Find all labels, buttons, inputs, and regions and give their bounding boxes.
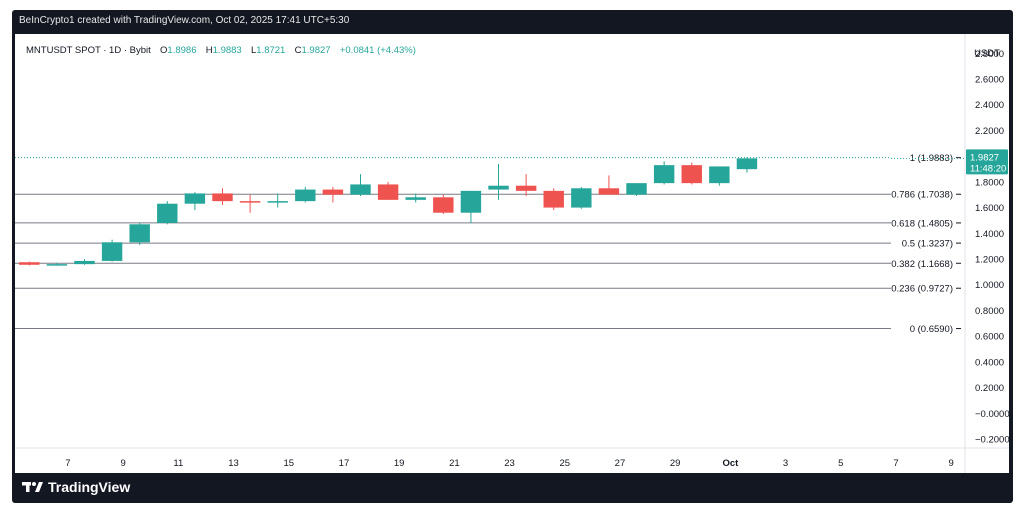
- low-label: L: [250, 45, 257, 56]
- candle-body: [212, 193, 233, 202]
- y-tick-label: −0.0000: [975, 409, 1009, 420]
- candle-body: [19, 262, 40, 265]
- y-tick-label: 2.6000: [975, 75, 1004, 86]
- y-tick-label: 0.4000: [975, 357, 1004, 368]
- close-value: 1.9827: [301, 45, 331, 56]
- candle-body: [377, 184, 399, 200]
- candle-body: [709, 166, 730, 184]
- y-tick-label: 0.8000: [975, 306, 1004, 317]
- candle-body: [129, 224, 150, 243]
- y-tick-label: 1.0000: [975, 280, 1004, 291]
- high-value: 1.9883: [212, 45, 242, 56]
- high-label: H: [205, 45, 213, 56]
- x-tick-label: 7: [65, 458, 70, 469]
- y-tick-label: −0.2000: [975, 435, 1009, 446]
- chart-caption: BeInCrypto1 created with TradingView.com…: [19, 15, 350, 26]
- chart-window: BeInCrypto1 created with TradingView.com…: [12, 10, 1013, 503]
- y-tick-label: 1.4000: [975, 229, 1004, 240]
- y-tick-label: 1.6000: [975, 203, 1004, 214]
- x-tick-label: 9: [120, 458, 125, 469]
- x-tick-label: 29: [670, 458, 681, 469]
- candle-body: [239, 201, 261, 203]
- candle-body: [598, 188, 620, 195]
- footer-bar: TradingView: [12, 473, 1013, 503]
- candle-body: [460, 190, 482, 213]
- y-tick-label: 0.2000: [975, 383, 1004, 394]
- candle-body: [488, 185, 509, 190]
- last-price-value: 1.9827: [970, 152, 999, 163]
- low-value: 1.8721: [256, 45, 286, 56]
- x-tick-label: 23: [504, 458, 515, 469]
- y-tick-label: 0.6000: [975, 332, 1004, 343]
- candle-body: [295, 189, 316, 202]
- fib-level-label: 0.618 (1.4805): [891, 218, 953, 229]
- candle-body: [184, 193, 206, 204]
- candle-body: [515, 185, 537, 191]
- fib-level-label: 0.382 (1.1668): [891, 259, 953, 270]
- brand-name: TradingView: [48, 479, 131, 495]
- candle-body: [736, 158, 758, 170]
- fib-level-label: 0 (0.6590): [910, 324, 953, 335]
- candle-body: [653, 165, 675, 184]
- candle-body: [267, 201, 288, 203]
- candle-body: [74, 260, 95, 265]
- x-tick-label: 25: [559, 458, 570, 469]
- candle-body: [101, 242, 123, 261]
- x-tick-label: 17: [339, 458, 350, 469]
- ohlc-legend: MNTUSDT SPOT · 1D · Bybit O1.8986 H1.988…: [26, 45, 416, 56]
- currency-label: USDT: [974, 48, 1000, 59]
- x-tick-label: 21: [449, 458, 460, 469]
- open-value: 1.8986: [167, 45, 197, 56]
- last-price-badge: [966, 149, 1008, 175]
- fib-level-label: 1 (1.9883): [910, 153, 953, 164]
- chart-panel[interactable]: USDT 2.8000 2.6000 2.4000 2.2000 1.8000 1.6000…: [15, 34, 1009, 473]
- y-tick-label: 1.2000: [975, 255, 1004, 266]
- x-tick-label: 3: [783, 458, 788, 469]
- fib-level-label: 0.5 (1.3237): [902, 239, 953, 250]
- close-label: C: [294, 45, 302, 56]
- countdown-timer: 11:48:20: [970, 163, 1006, 174]
- y-tick-label: 1.8000: [975, 177, 1004, 188]
- x-tick-label: 13: [228, 458, 239, 469]
- change-value: +0.0841 (+4.43%): [339, 45, 416, 56]
- x-tick-label: 11: [173, 458, 183, 469]
- open-label: O: [160, 45, 168, 56]
- y-tick-label: 2.8000: [975, 49, 1004, 60]
- candle-body: [405, 197, 426, 200]
- x-tick-label: 19: [394, 458, 405, 469]
- y-tick-label: 2.2000: [975, 126, 1004, 137]
- candle-body: [571, 188, 592, 208]
- candle-body: [681, 165, 702, 184]
- x-tick-label: 5: [838, 458, 843, 469]
- candle-body: [543, 190, 564, 208]
- candle-body: [322, 189, 344, 195]
- fib-level-label: 0.786 (1.7038): [891, 190, 953, 201]
- candle-body: [350, 184, 371, 195]
- fib-level-label: 0.236 (0.9727): [891, 284, 953, 295]
- candle-body: [46, 264, 68, 266]
- tradingview-icon: [22, 482, 43, 492]
- tradingview-logo[interactable]: TradingView: [22, 479, 130, 495]
- x-tick-label: 9: [949, 458, 954, 469]
- symbol-label: MNTUSDT SPOT · 1D · Bybit: [26, 45, 151, 56]
- candle-body: [157, 203, 178, 223]
- candle-body: [626, 183, 647, 195]
- x-tick-label: 27: [615, 458, 626, 469]
- x-tick-label: Oct: [722, 458, 739, 469]
- x-tick-label: 15: [283, 458, 294, 469]
- candle-body: [433, 197, 454, 213]
- x-tick-label: 7: [893, 458, 898, 469]
- y-tick-label: 2.4000: [975, 100, 1004, 111]
